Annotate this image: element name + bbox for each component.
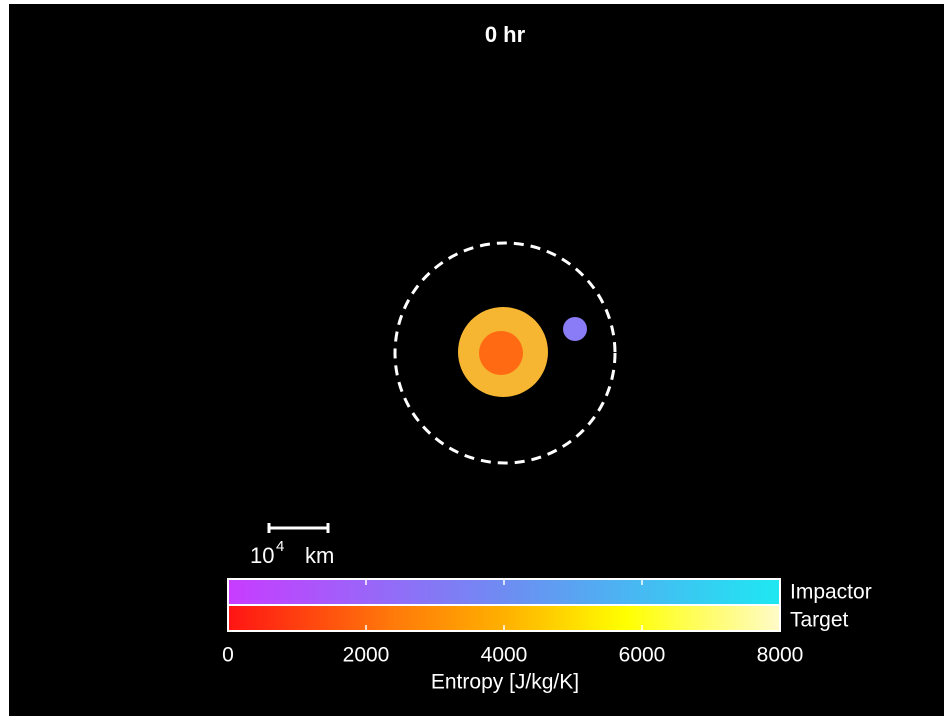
colorbar-label: Entropy [J/kg/K] <box>431 671 579 694</box>
colorbar-row-label: Target <box>790 609 849 632</box>
page: 0 hr 10 4 km Impactor Target Entropy [J/… <box>0 0 952 720</box>
tick-label: 6000 <box>619 644 666 667</box>
impactor-body <box>563 317 587 341</box>
scale-exponent: 4 <box>276 538 284 555</box>
frame: 0 hr 10 4 km Impactor Target Entropy [J/… <box>0 0 952 720</box>
colorbar-row-label: Impactor <box>790 581 872 604</box>
tick-label: 2000 <box>343 644 390 667</box>
tick-label: 4000 <box>481 644 528 667</box>
tick-label: 8000 <box>757 644 804 667</box>
scale-base: 10 <box>250 543 274 568</box>
title: 0 hr <box>485 22 526 47</box>
tick-label: 0 <box>222 644 234 667</box>
target-core <box>479 331 523 375</box>
scale-unit: km <box>305 543 334 568</box>
